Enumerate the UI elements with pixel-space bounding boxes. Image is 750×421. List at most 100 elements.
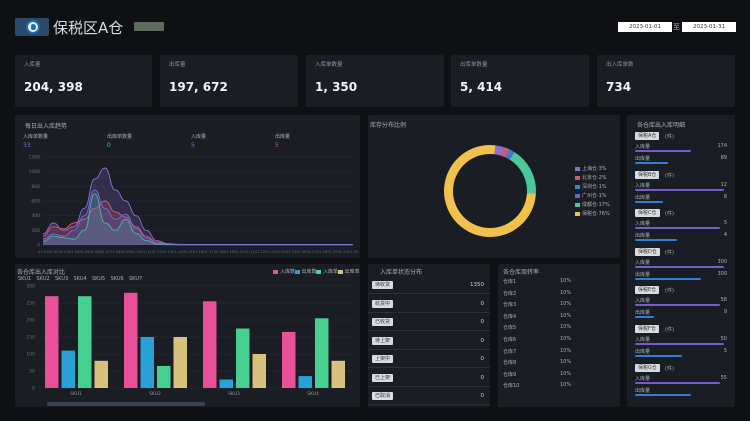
warehouse-metric-value: 9	[723, 309, 727, 316]
trend-x-tick: 01-29	[327, 250, 337, 254]
bar-1-1[interactable]	[140, 337, 155, 388]
donut-slice-3[interactable]	[507, 150, 515, 160]
warehouse-progress-bar	[635, 277, 701, 280]
status-count: 1350	[470, 282, 484, 288]
stat-value: 1, 350	[315, 80, 358, 94]
stat-label: 入库单数量	[315, 62, 343, 68]
status-tag[interactable]: 已收货	[372, 318, 394, 326]
sku-tab[interactable]: SKU6	[110, 276, 124, 282]
sku-tab[interactable]: SKU1	[18, 276, 32, 282]
legend-swatch	[575, 184, 580, 189]
rate-label: 仓库3	[503, 302, 517, 309]
warehouse-tag[interactable]: 保税A仓	[635, 132, 660, 140]
donut-legend-item: 上海仓·3%	[575, 165, 607, 172]
bar-3-3[interactable]	[331, 360, 346, 388]
rate-label: 仓库9	[503, 371, 517, 378]
warehouse-metric-value: 50	[720, 336, 727, 342]
warehouse-unit: (件)	[665, 172, 674, 179]
rate-value: 10%	[560, 336, 572, 342]
stat-label: 出库单数量	[460, 62, 488, 68]
bar-2-1[interactable]	[219, 379, 234, 389]
status-tag[interactable]: 上架中	[372, 355, 394, 363]
bar-0-0[interactable]	[45, 296, 59, 388]
stat-value: 5, 414	[460, 80, 503, 94]
bar-1-3[interactable]	[173, 337, 188, 388]
warehouse-unit: (件)	[665, 327, 674, 333]
trend-metric-label: 入库量	[191, 134, 207, 140]
sku-tab[interactable]: SKU3	[55, 276, 69, 282]
stat-card-outbound: 出库量 197, 672	[160, 55, 298, 107]
warehouse-progress-bar	[635, 304, 720, 307]
bar-3-2[interactable]	[315, 318, 329, 388]
bar-3-0[interactable]	[282, 331, 296, 388]
donut-slice-2[interactable]	[505, 149, 512, 159]
status-tag[interactable]: 收货中	[372, 299, 394, 308]
trend-metric-label: 出库量	[275, 134, 291, 140]
bar-1-0[interactable]	[124, 292, 138, 388]
trend-area-3	[43, 190, 353, 245]
warehouse-tag[interactable]: 保税C仓	[635, 209, 660, 218]
bar-0-2[interactable]	[78, 296, 92, 388]
bar-chart-panel: 各仓库出入库对比 SKU1 SKU2 SKU3 SKU4 SKU5 SKU6 SKU7 入库…	[15, 264, 360, 407]
bar-1-2[interactable]	[157, 365, 171, 388]
warehouse-tag[interactable]: 保税B仓	[635, 170, 660, 179]
trend-metric-value: 5	[191, 142, 195, 149]
warehouse-list-title: 各仓库出入库明细	[637, 122, 686, 129]
bar-0-1[interactable]	[61, 350, 76, 388]
warehouse-progress-bar	[635, 316, 654, 319]
rate-value: 10%	[560, 370, 572, 377]
bar-y-tick: 250	[26, 301, 35, 307]
donut-slice-4[interactable]	[509, 152, 536, 194]
row-divider	[368, 348, 490, 350]
warehouse-metric-value: 58	[720, 297, 727, 304]
bar-0-3[interactable]	[94, 360, 109, 388]
bar-x-tick: SKU4	[307, 391, 319, 397]
warehouse-switch[interactable]	[134, 22, 164, 31]
trend-x-tick: 01-07	[100, 250, 110, 254]
bar-2-2[interactable]	[236, 328, 250, 389]
status-tag[interactable]: 待收货	[372, 281, 394, 289]
stat-card-outbound-orders: 出库单数量 5, 414	[451, 55, 589, 107]
donut-legend-item: 深圳仓·1%	[575, 183, 607, 190]
stat-card-inbound-orders: 入库单数量 1, 350	[306, 55, 444, 107]
warehouse-tag[interactable]: 保税F仓	[635, 325, 659, 333]
bar-2-0[interactable]	[203, 301, 217, 388]
warehouse-tag[interactable]: 保税G仓	[635, 363, 660, 372]
warehouse-metric-label: 入库量	[635, 337, 651, 343]
chart-scrollbar[interactable]	[47, 402, 205, 406]
sku-tab[interactable]: SKU5	[92, 276, 106, 282]
bar-2-3[interactable]	[252, 354, 267, 388]
stat-label: 出库量	[169, 62, 186, 68]
warehouse-metric-label: 出库量	[635, 156, 651, 162]
globe-icon	[26, 20, 40, 34]
donut-slice-0[interactable]	[494, 145, 504, 156]
rate-value: 10%	[560, 359, 572, 366]
legend-swatch	[575, 166, 580, 171]
stat-value: 197, 672	[169, 80, 228, 94]
date-start-input[interactable]: 2023-01-01	[618, 22, 672, 32]
status-count: 0	[480, 374, 485, 381]
bar-3-1[interactable]	[298, 376, 313, 388]
trend-y-tick: 1000	[29, 169, 41, 175]
warehouse-metric-label: 出库量	[635, 271, 651, 278]
sku-tab[interactable]: SKU7	[129, 276, 143, 282]
sku-tab[interactable]: SKU4	[73, 276, 87, 282]
status-tag[interactable]: 待上架	[372, 336, 394, 345]
status-tag[interactable]: 已上架	[372, 373, 394, 382]
rate-value: 10%	[560, 301, 572, 308]
trend-title: 每日出入库趋势	[25, 123, 68, 130]
trend-x-tick: 01-24	[276, 250, 287, 254]
warehouse-progress-bar	[635, 239, 678, 242]
date-end-input[interactable]: 2023-01-31	[682, 22, 736, 32]
bar-x-tick: SKU3	[228, 391, 240, 397]
warehouse-metric-value: 55	[720, 374, 727, 381]
warehouse-tag[interactable]: 保税E仓	[635, 286, 660, 295]
sku-tab[interactable]: SKU2	[36, 276, 50, 282]
warehouse-unit: (件)	[665, 288, 674, 295]
stat-label: 入库量	[24, 62, 41, 68]
warehouse-tag[interactable]: 保税D仓	[635, 247, 660, 256]
donut-slice-1[interactable]	[501, 147, 510, 158]
bar-legend-item: 入库单	[316, 268, 338, 275]
row-divider	[368, 385, 490, 387]
status-tag[interactable]: 已取消	[372, 392, 394, 400]
